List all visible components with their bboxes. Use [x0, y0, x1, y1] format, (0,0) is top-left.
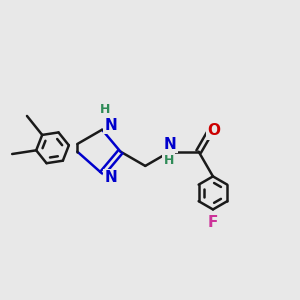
Text: O: O	[207, 123, 220, 138]
Text: H: H	[164, 154, 174, 167]
Text: N: N	[105, 170, 118, 185]
Text: H: H	[100, 103, 111, 116]
Text: F: F	[208, 215, 218, 230]
Text: N: N	[164, 137, 176, 152]
Text: N: N	[105, 118, 118, 133]
